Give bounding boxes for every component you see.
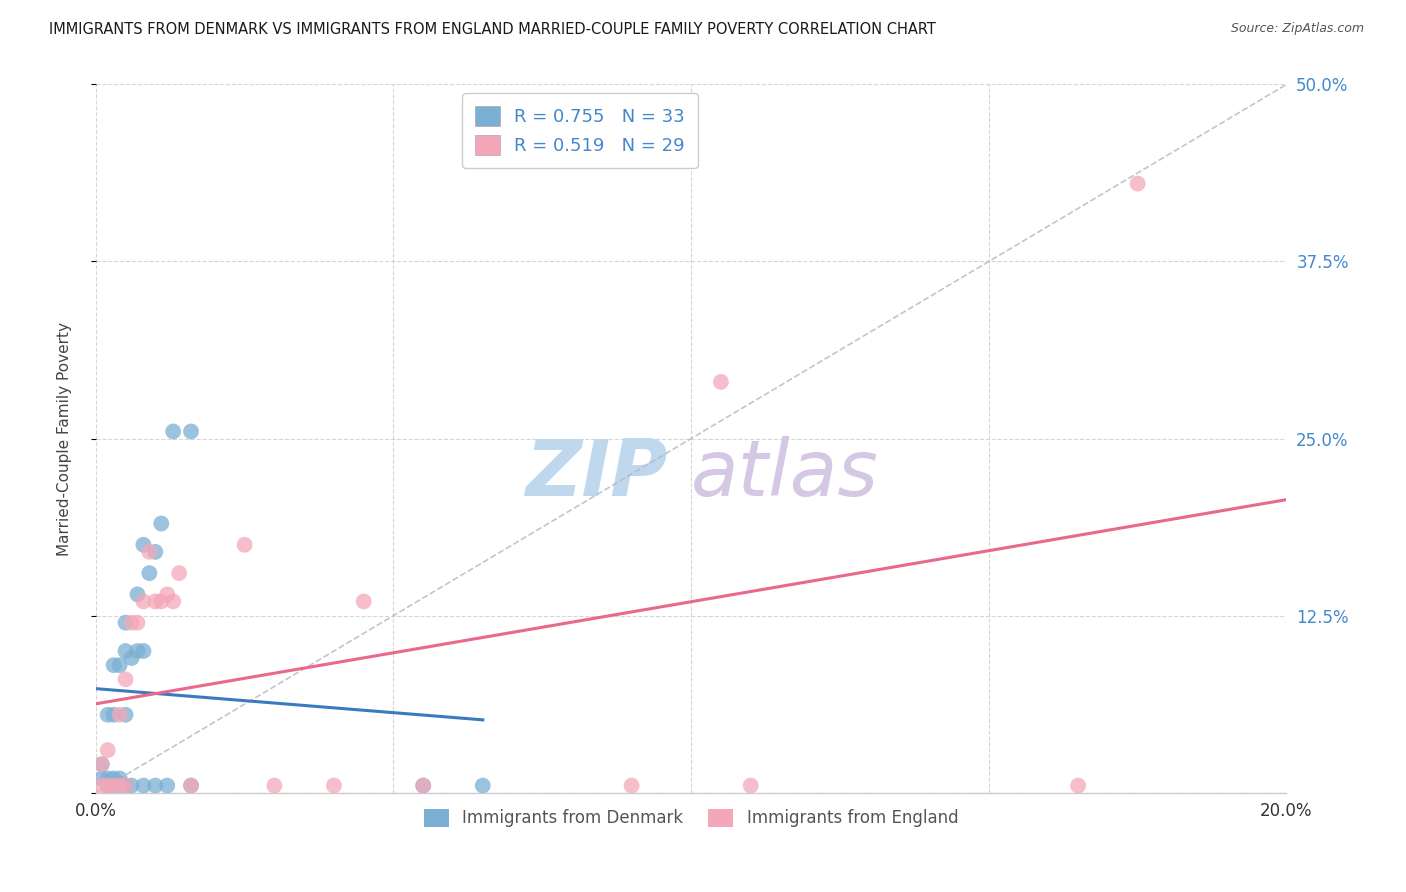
Point <box>127 587 149 601</box>
Point <box>90 757 112 772</box>
Point <box>103 707 125 722</box>
Point <box>138 566 160 580</box>
Point <box>97 743 120 757</box>
Point <box>90 772 112 786</box>
Point <box>103 658 125 673</box>
Point <box>132 779 155 793</box>
Point <box>127 644 149 658</box>
Point <box>1126 177 1149 191</box>
Point <box>108 658 131 673</box>
Point <box>114 779 136 793</box>
Point <box>143 545 166 559</box>
Point <box>97 707 120 722</box>
Point <box>471 779 494 793</box>
Point <box>150 516 173 531</box>
Point <box>353 594 375 608</box>
Y-axis label: Married-Couple Family Poverty: Married-Couple Family Poverty <box>58 321 72 556</box>
Point <box>114 673 136 687</box>
Point <box>156 587 179 601</box>
Point <box>97 772 120 786</box>
Point <box>114 707 136 722</box>
Point <box>150 594 173 608</box>
Point <box>108 772 131 786</box>
Point <box>156 779 179 793</box>
Point <box>121 615 143 630</box>
Point <box>103 779 125 793</box>
Text: IMMIGRANTS FROM DENMARK VS IMMIGRANTS FROM ENGLAND MARRIED-COUPLE FAMILY POVERTY: IMMIGRANTS FROM DENMARK VS IMMIGRANTS FR… <box>49 22 936 37</box>
Point <box>121 651 143 665</box>
Point <box>132 594 155 608</box>
Point <box>127 615 149 630</box>
Point <box>162 425 184 439</box>
Point <box>233 538 256 552</box>
Point <box>90 757 112 772</box>
Point <box>740 779 762 793</box>
Point <box>103 779 125 793</box>
Point <box>143 779 166 793</box>
Text: ZIP: ZIP <box>524 436 668 512</box>
Point <box>114 779 136 793</box>
Point <box>162 594 184 608</box>
Point <box>180 425 202 439</box>
Point <box>323 779 346 793</box>
Text: atlas: atlas <box>692 436 879 512</box>
Point <box>143 594 166 608</box>
Point <box>132 644 155 658</box>
Point <box>90 779 112 793</box>
Point <box>108 707 131 722</box>
Point <box>97 779 120 793</box>
Point <box>108 779 131 793</box>
Point <box>108 779 131 793</box>
Point <box>180 779 202 793</box>
Point <box>180 779 202 793</box>
Point <box>620 779 643 793</box>
Point <box>132 538 155 552</box>
Point <box>412 779 434 793</box>
Point <box>114 615 136 630</box>
Point <box>97 779 120 793</box>
Legend: Immigrants from Denmark, Immigrants from England: Immigrants from Denmark, Immigrants from… <box>418 802 965 834</box>
Point <box>167 566 190 580</box>
Point <box>412 779 434 793</box>
Point <box>263 779 285 793</box>
Point <box>1067 779 1090 793</box>
Point <box>121 779 143 793</box>
Point <box>710 375 733 389</box>
Point <box>103 772 125 786</box>
Text: Source: ZipAtlas.com: Source: ZipAtlas.com <box>1230 22 1364 36</box>
Point <box>114 644 136 658</box>
Point <box>138 545 160 559</box>
